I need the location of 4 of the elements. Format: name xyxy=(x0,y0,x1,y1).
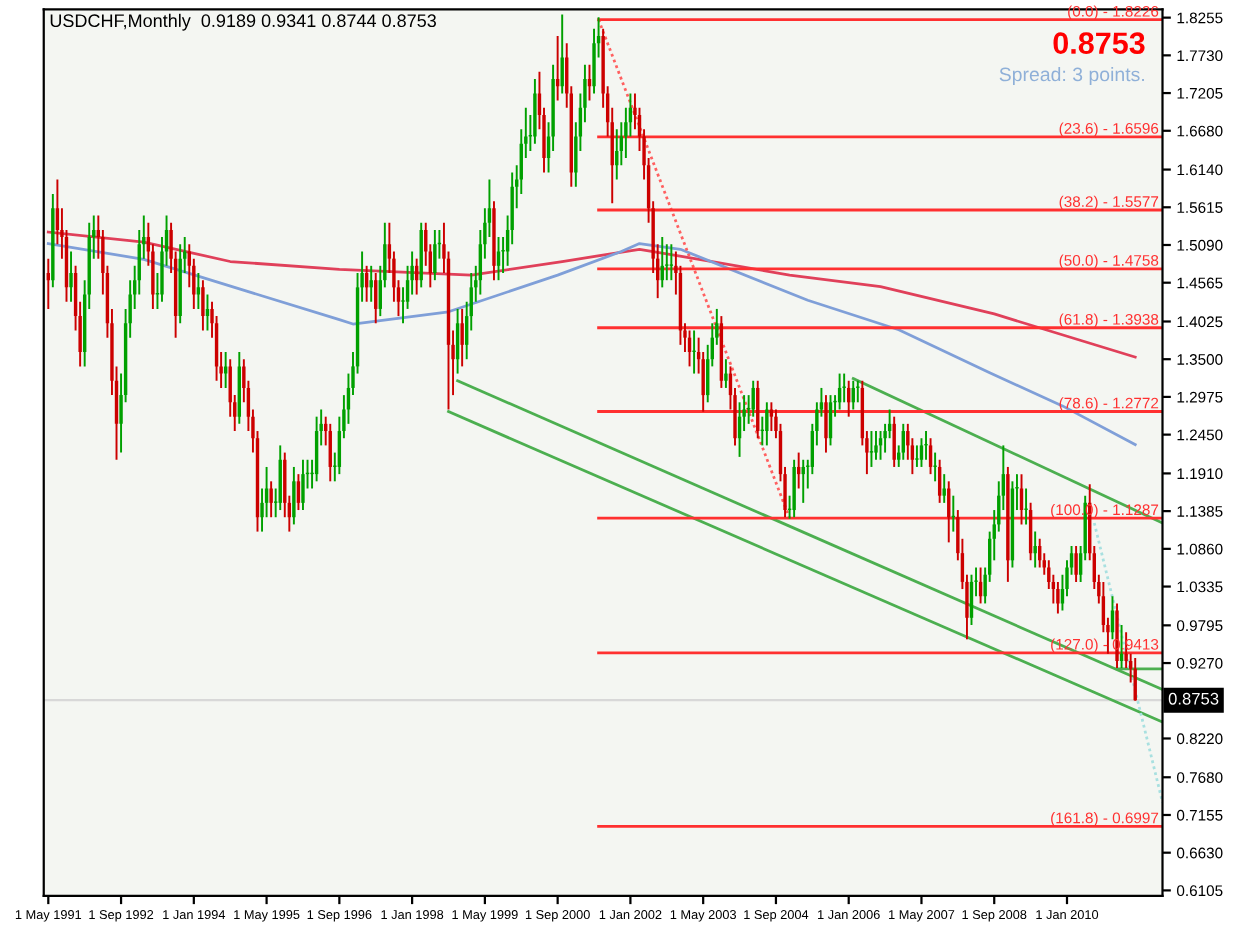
annotation: 0.8753 xyxy=(1053,32,1145,55)
annotation: Spread: 3 points. xyxy=(999,67,1144,86)
chart-title: USDCHF,Monthly 0.9189 0.9341 0.8744 0.8753 xyxy=(50,13,436,31)
ref-line-label: 0.8753 xyxy=(1168,692,1219,705)
